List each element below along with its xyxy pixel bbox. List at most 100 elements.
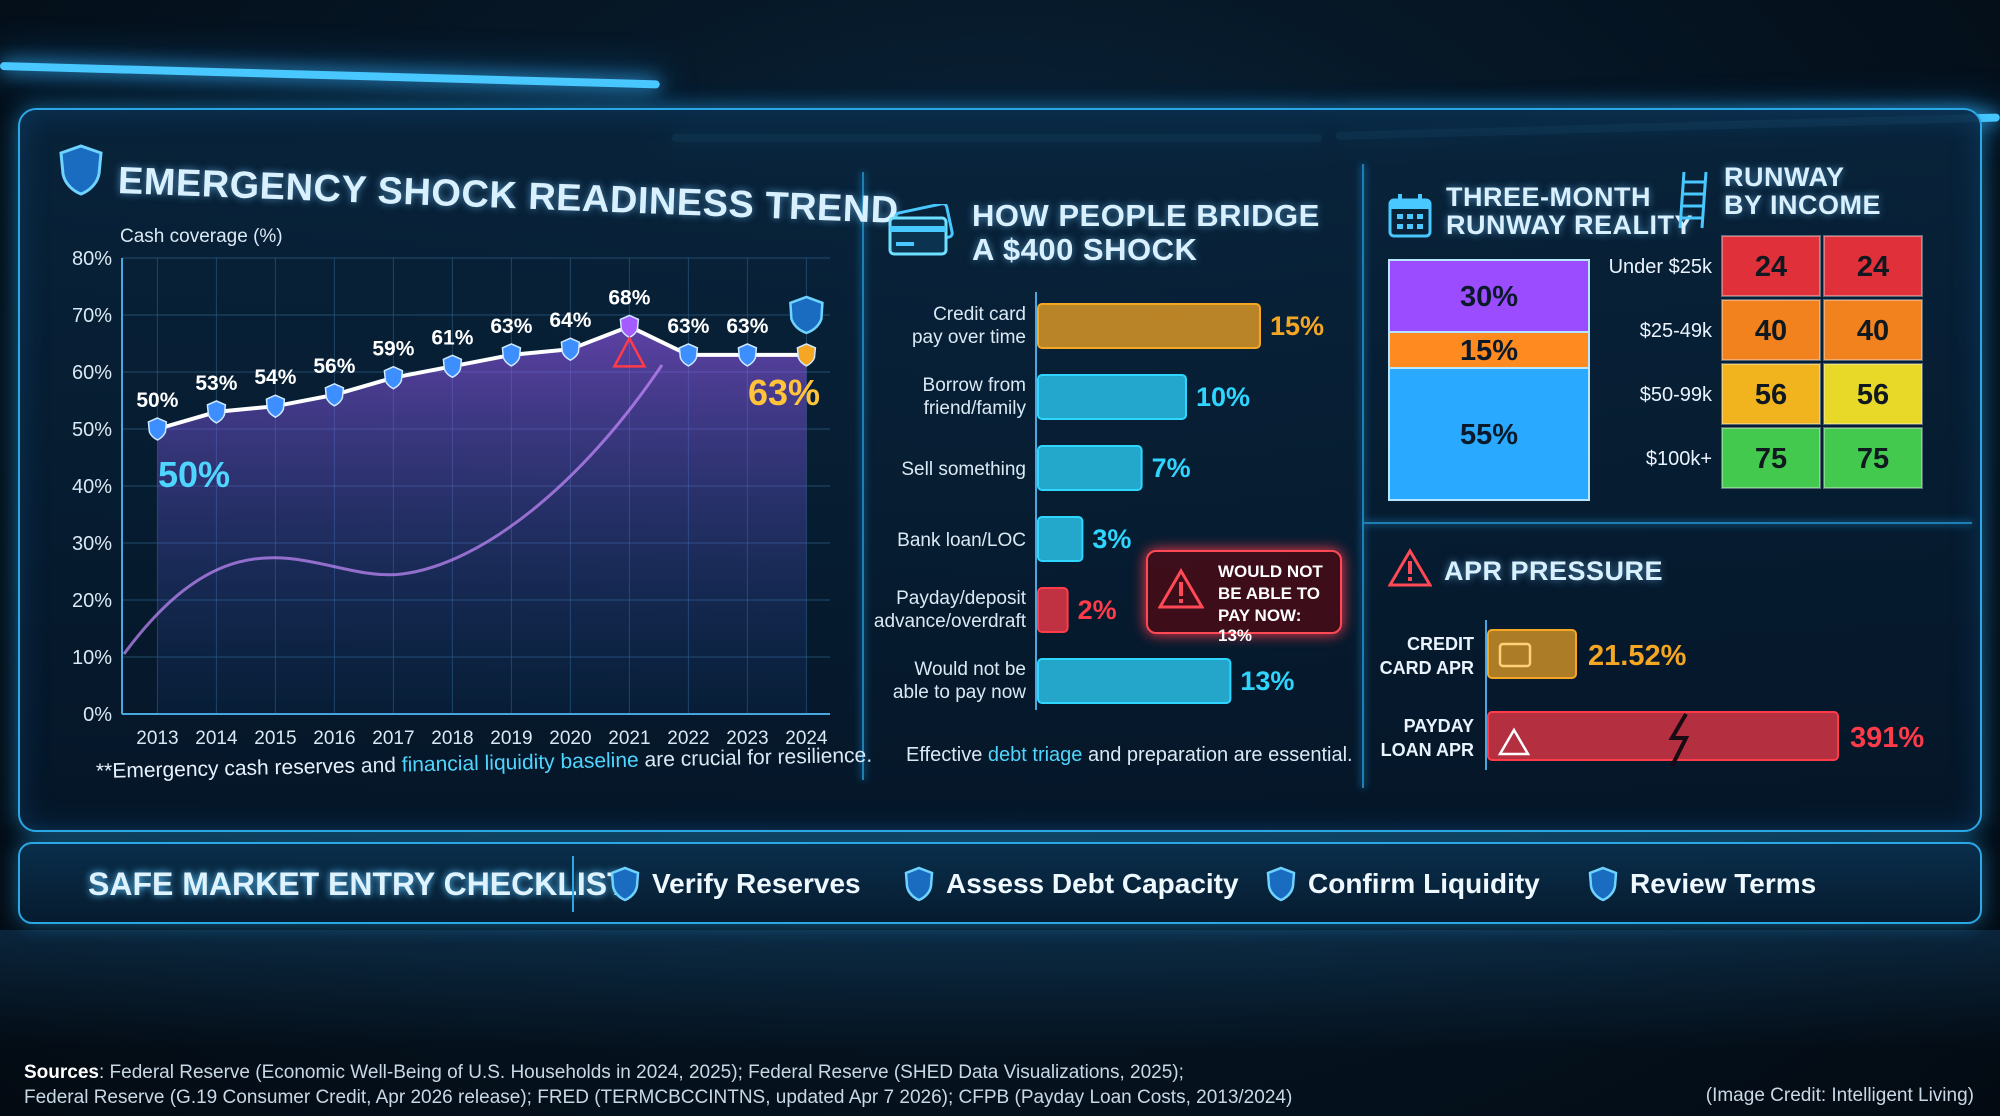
stack-segment [1388, 259, 1590, 333]
x-tick-label: 2023 [726, 728, 768, 749]
image-credit: (Image Credit: Intelligent Living) [1705, 1085, 1974, 1106]
x-tick-label: 2019 [490, 728, 532, 749]
heatmap-cell-value: 75 [1755, 443, 1787, 475]
y-tick-label: 60% [72, 362, 112, 384]
sources-text: Sources: Federal Reserve (Economic Well-… [24, 1060, 1292, 1110]
warning-icon [612, 335, 647, 368]
data-label: 63% [667, 315, 709, 338]
panel3-title-line2: RUNWAY REALITY [1446, 210, 1694, 240]
checklist-label: Assess Debt Capacity [946, 868, 1239, 899]
bar-value-label: 13% [1240, 666, 1294, 696]
data-label: 59% [372, 338, 414, 361]
shield-check-icon [1266, 866, 1296, 902]
bar [1037, 445, 1143, 491]
bar-value-label: 10% [1196, 382, 1250, 412]
bar [1037, 516, 1084, 562]
sources-line1: : Federal Reserve (Economic Well-Being o… [98, 1062, 1184, 1083]
p2-footnote-b: debt triage [987, 744, 1083, 766]
checklist-item-verify-reserves[interactable]: Verify Reserves [610, 866, 861, 902]
footnote-part-b: and [354, 753, 402, 778]
sources-label: Sources [24, 1062, 99, 1083]
card-icon [1498, 642, 1532, 668]
x-tick-label: 2018 [431, 728, 473, 749]
y-tick-label: 0% [83, 704, 112, 726]
panel4-title-line2: BY INCOME [1724, 190, 1882, 220]
apr-bar [1487, 711, 1839, 761]
checklist-title: SAFE MARKET ENTRY CHECKLIST [88, 866, 627, 902]
bar [1037, 587, 1069, 633]
heatmap-cell [1823, 299, 1923, 361]
data-label: 68% [608, 286, 650, 309]
x-tick-label: 2014 [195, 728, 238, 749]
data-point-shield [442, 354, 463, 379]
data-label: 63% [490, 315, 532, 338]
data-label: 50% [136, 389, 178, 412]
heatmap-row-label: $50-99k [1640, 384, 1713, 406]
bar [1037, 658, 1232, 704]
runway-stacked-chart: 30% 15% 55% [1388, 259, 1590, 501]
apr-category-label: PAYDAY [1404, 716, 1474, 736]
checklist-label: Verify Reserves [652, 868, 861, 899]
bar-value-label: 7% [1152, 453, 1191, 483]
heatmap-row-label: $25-49k [1640, 320, 1713, 342]
safe-market-checklist: SAFE MARKET ENTRY CHECKLIST Verify Reser… [18, 842, 1982, 924]
data-point-shield [206, 400, 227, 424]
data-point-shield [501, 343, 522, 367]
bar-category-label: able to pay now [893, 682, 1026, 703]
x-tick-label: 2022 [667, 728, 709, 749]
heatmap-cell-value: 56 [1755, 379, 1787, 411]
heatmap-cell [1721, 299, 1821, 361]
heatmap-cell [1721, 363, 1821, 425]
heatmap-cell [1823, 363, 1923, 425]
data-label: 56% [313, 355, 355, 378]
divider-1 [862, 172, 864, 780]
floor-reflection [0, 930, 2000, 1050]
checklist-label: Review Terms [1630, 868, 1817, 899]
bar-category-label: friend/family [924, 398, 1027, 419]
heatmap-cell [1721, 235, 1821, 297]
stack-segment [1388, 331, 1590, 369]
data-point-shield [796, 343, 817, 367]
checklist-item-review-terms[interactable]: Review Terms [1588, 866, 1816, 902]
apr-value-label: 21.52% [1588, 640, 1687, 672]
apr-category-label: CARD APR [1380, 658, 1474, 678]
heatmap-cell-value: 56 [1857, 379, 1889, 411]
bar [1037, 303, 1261, 349]
apr-category-label: LOAN APR [1381, 740, 1474, 760]
checklist-item-confirm-liquidity[interactable]: Confirm Liquidity [1266, 866, 1540, 902]
data-point-shield [383, 365, 404, 390]
heatmap-cell-value: 24 [1857, 251, 1889, 283]
would-not-pay-callout: WOULD NOT BE ABLE TO PAY NOW: 13% [1146, 550, 1342, 645]
panel2-footnote: Effective debt triage and preparation ar… [906, 744, 1353, 767]
bar-category-label: advance/overdraft [874, 611, 1027, 632]
ladder-icon [1678, 171, 1708, 229]
data-label: 54% [254, 366, 296, 389]
bar-value-label: 3% [1092, 524, 1131, 554]
shield-check-icon [610, 866, 640, 902]
stack-segment-label: 15% [1460, 335, 1518, 367]
bar-category-label: Borrow from [923, 375, 1026, 396]
x-tick-label: 2024 [785, 728, 828, 749]
x-tick-label: 2013 [136, 728, 178, 749]
divider-3 [1364, 522, 1972, 524]
stack-segment-label: 30% [1460, 281, 1518, 313]
heatmap-cell-value: 40 [1755, 315, 1787, 347]
divider-2 [1362, 164, 1364, 788]
checklist-item-assess-debt[interactable]: Assess Debt Capacity [904, 866, 1239, 902]
heatmap-cell [1823, 427, 1923, 489]
y-tick-label: 10% [72, 647, 112, 669]
p2-footnote-a: Effective [906, 744, 988, 766]
footnote-part-a: **Emergency cash reserves [95, 754, 356, 783]
y-tick-label: 20% [72, 590, 112, 612]
heatmap-cell-value: 40 [1857, 315, 1889, 347]
calendar-icon [1388, 194, 1432, 238]
apr-category-label: CREDIT [1407, 634, 1474, 654]
heatmap-cell-value: 75 [1857, 443, 1889, 475]
credit-card-icon [888, 204, 954, 256]
x-tick-label: 2020 [549, 728, 591, 749]
heatmap-cell-value: 24 [1755, 251, 1787, 283]
bar-value-label: 2% [1078, 595, 1117, 625]
bar-category-label: Payday/deposit [896, 588, 1027, 609]
top-glow-bar-left [0, 62, 660, 89]
checklist-label: Confirm Liquidity [1308, 868, 1540, 899]
